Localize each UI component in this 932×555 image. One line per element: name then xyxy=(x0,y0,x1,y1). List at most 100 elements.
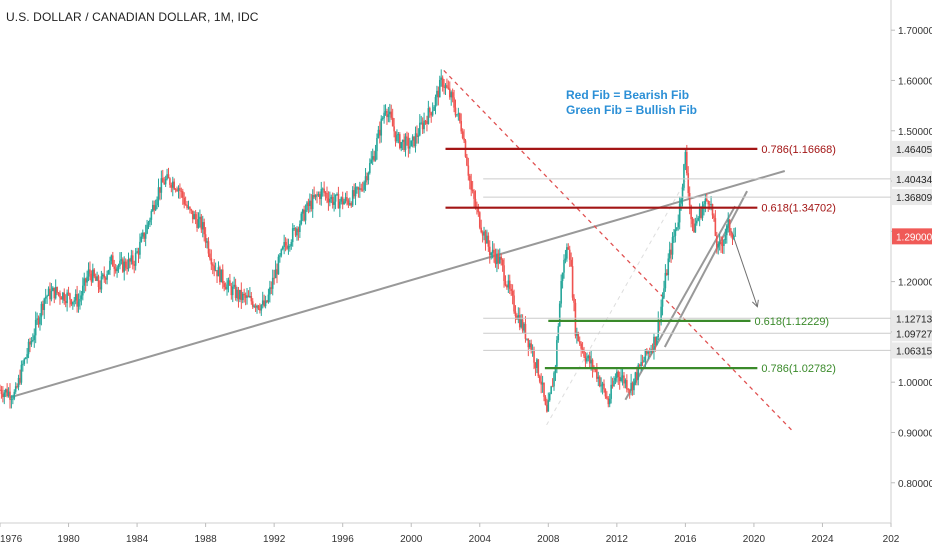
candle-body xyxy=(167,174,170,179)
candle-body xyxy=(396,135,398,142)
y-tick-label: 1.50000 xyxy=(898,127,932,138)
candle-body xyxy=(461,131,464,138)
candle-body xyxy=(516,316,518,320)
candle-body xyxy=(63,292,66,302)
candle-body xyxy=(708,204,711,206)
candle-body xyxy=(601,383,604,386)
candle-body xyxy=(76,294,78,307)
candle-body xyxy=(22,363,24,365)
candle-body xyxy=(154,205,157,211)
candle-body xyxy=(707,200,710,205)
candle-body xyxy=(698,208,701,218)
candle-body xyxy=(143,232,146,239)
candle-body xyxy=(186,204,188,208)
candle-body xyxy=(236,289,238,299)
candle-body xyxy=(674,229,677,236)
candle-body xyxy=(471,189,474,192)
candle-body xyxy=(524,323,527,339)
candle-body xyxy=(518,315,521,328)
fib-lines-layer: 0.786(1.16668) 0.618(1.34702) 0.618(1.1222… xyxy=(445,144,891,375)
candle-body xyxy=(681,187,684,199)
candle-body xyxy=(553,372,555,387)
candle-body xyxy=(614,378,617,381)
candle-body xyxy=(490,252,492,256)
candle-body xyxy=(608,398,611,405)
candle-body xyxy=(513,295,515,312)
candle-body xyxy=(214,270,217,271)
candle-body xyxy=(153,204,156,211)
candle-body xyxy=(34,319,37,336)
y-axis-ticks: 0.800000.900001.000001.100001.200001.300… xyxy=(891,26,932,490)
candle-body xyxy=(256,305,258,308)
candle-body xyxy=(517,315,520,320)
candle-body xyxy=(727,219,730,226)
candle-body xyxy=(694,223,697,233)
candle-body xyxy=(596,369,598,379)
candle-body xyxy=(677,222,680,228)
price-badge-label: 1.29000 xyxy=(896,232,932,243)
candle-body xyxy=(327,198,330,203)
x-tick-label: 1992 xyxy=(263,534,286,545)
candle-body xyxy=(291,228,294,243)
candle-body xyxy=(200,216,203,230)
candle-body xyxy=(683,164,685,188)
candle-body xyxy=(711,203,714,216)
candle-body xyxy=(383,112,385,119)
candle-body xyxy=(570,259,572,267)
candle-body xyxy=(613,380,615,386)
candle-body xyxy=(319,194,321,200)
candle-body xyxy=(617,371,620,377)
candle-body xyxy=(300,213,303,225)
candle-body xyxy=(703,204,705,209)
candle-body xyxy=(550,386,552,394)
candle-body xyxy=(638,364,641,366)
candle-body xyxy=(487,235,490,247)
price-badge xyxy=(892,342,932,359)
candle-body xyxy=(478,212,481,228)
candle-body xyxy=(56,286,58,293)
candle-body xyxy=(74,294,77,301)
candle-body xyxy=(483,231,485,236)
y-tick-label: 1.70000 xyxy=(898,26,932,37)
candle-body xyxy=(324,192,327,194)
candle-body xyxy=(254,305,257,308)
candle-body xyxy=(454,107,457,116)
candle-body xyxy=(610,384,612,399)
candle-body xyxy=(273,277,275,279)
candle-body xyxy=(219,267,221,283)
candle-body xyxy=(631,382,634,391)
candle-body xyxy=(678,203,681,223)
candle-body xyxy=(693,223,695,233)
candle-body xyxy=(86,276,88,283)
candle-body xyxy=(457,113,460,115)
candle-body xyxy=(301,209,304,214)
candle-body xyxy=(127,259,130,270)
candle-body xyxy=(540,381,542,385)
candle-body xyxy=(548,393,551,401)
candle-body xyxy=(654,336,657,346)
candle-body xyxy=(696,220,698,224)
candle-body xyxy=(240,289,243,301)
candle-body xyxy=(249,296,251,298)
candle-body xyxy=(156,199,158,206)
candle-body xyxy=(503,265,505,282)
candle-body xyxy=(684,152,687,165)
candle-body xyxy=(206,241,208,243)
candle-body xyxy=(501,259,504,266)
candle-body xyxy=(267,294,270,302)
candle-body xyxy=(427,108,430,124)
candle-body xyxy=(123,261,126,272)
candle-body xyxy=(486,235,488,244)
candle-body xyxy=(290,242,293,246)
candle-body xyxy=(47,288,50,296)
candle-body xyxy=(731,235,734,240)
candle-body xyxy=(323,188,325,193)
candle-body xyxy=(366,176,368,181)
candle-body xyxy=(231,286,234,296)
candle-body xyxy=(104,277,107,280)
candle-body xyxy=(404,136,407,151)
candle-body xyxy=(428,108,431,113)
candle-body xyxy=(406,136,408,139)
